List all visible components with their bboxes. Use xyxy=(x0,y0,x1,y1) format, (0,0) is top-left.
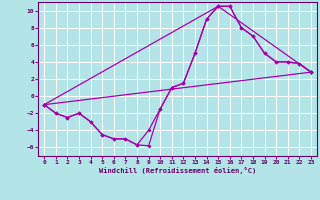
X-axis label: Windchill (Refroidissement éolien,°C): Windchill (Refroidissement éolien,°C) xyxy=(99,167,256,174)
